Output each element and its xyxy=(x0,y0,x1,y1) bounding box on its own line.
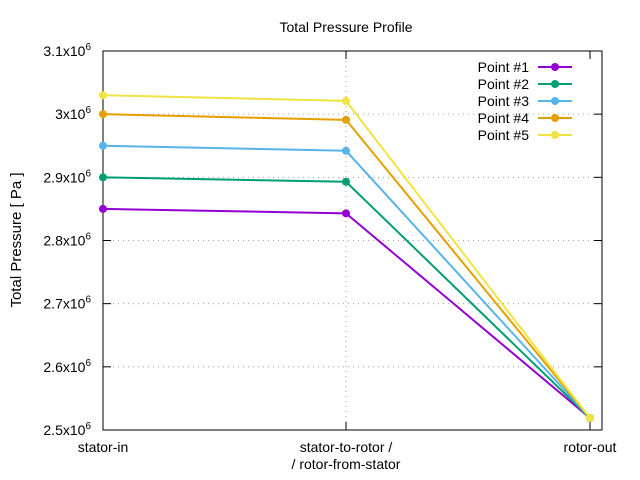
data-point xyxy=(99,173,107,182)
data-point xyxy=(99,110,107,119)
x-tick-label: / rotor-from-stator xyxy=(292,456,401,472)
legend-swatch-marker xyxy=(551,63,559,71)
data-point xyxy=(342,177,350,186)
axes: 2.5x106 2.6x106 2.7x106 2.8x106 2.9x106 3x106… xyxy=(43,42,616,472)
legend-swatch-marker xyxy=(551,114,559,122)
legend-swatch-marker xyxy=(551,80,559,88)
data-point xyxy=(99,91,107,100)
y-tick-label: 2.5x106 xyxy=(43,421,91,438)
y-tick-label: 2.8x106 xyxy=(43,232,91,249)
legend-label: Point #3 xyxy=(478,93,530,109)
legend-label: Point #1 xyxy=(478,59,530,75)
y-tick-label: 3x106 xyxy=(55,105,91,122)
y-tick-label: 2.6x106 xyxy=(43,358,91,375)
data-point xyxy=(342,115,350,124)
data-point xyxy=(99,204,107,213)
legend-label: Point #4 xyxy=(478,110,530,126)
legend-swatch-marker xyxy=(551,131,559,139)
y-tick-label: 2.9x106 xyxy=(43,168,91,185)
x-tick-label: rotor-out xyxy=(564,439,617,455)
data-point xyxy=(586,413,594,422)
y-axis-label: Total Pressure [ Pa ] xyxy=(8,172,25,307)
data-point xyxy=(342,209,350,218)
legend-label: Point #2 xyxy=(478,76,530,92)
legend-label: Point #5 xyxy=(478,127,530,143)
legend-swatch-marker xyxy=(551,97,559,105)
grid xyxy=(103,51,602,430)
series-group xyxy=(99,91,594,422)
chart-title: Total Pressure Profile xyxy=(279,19,412,35)
x-tick-label: stator-to-rotor / xyxy=(300,439,393,455)
data-point xyxy=(99,141,107,150)
plot-frame xyxy=(102,50,603,431)
y-tick-label: 3.1x106 xyxy=(43,42,91,59)
data-point xyxy=(342,96,350,105)
x-tick-label: stator-in xyxy=(78,439,129,455)
data-point xyxy=(342,146,350,155)
y-tick-label: 2.7x106 xyxy=(43,295,91,312)
